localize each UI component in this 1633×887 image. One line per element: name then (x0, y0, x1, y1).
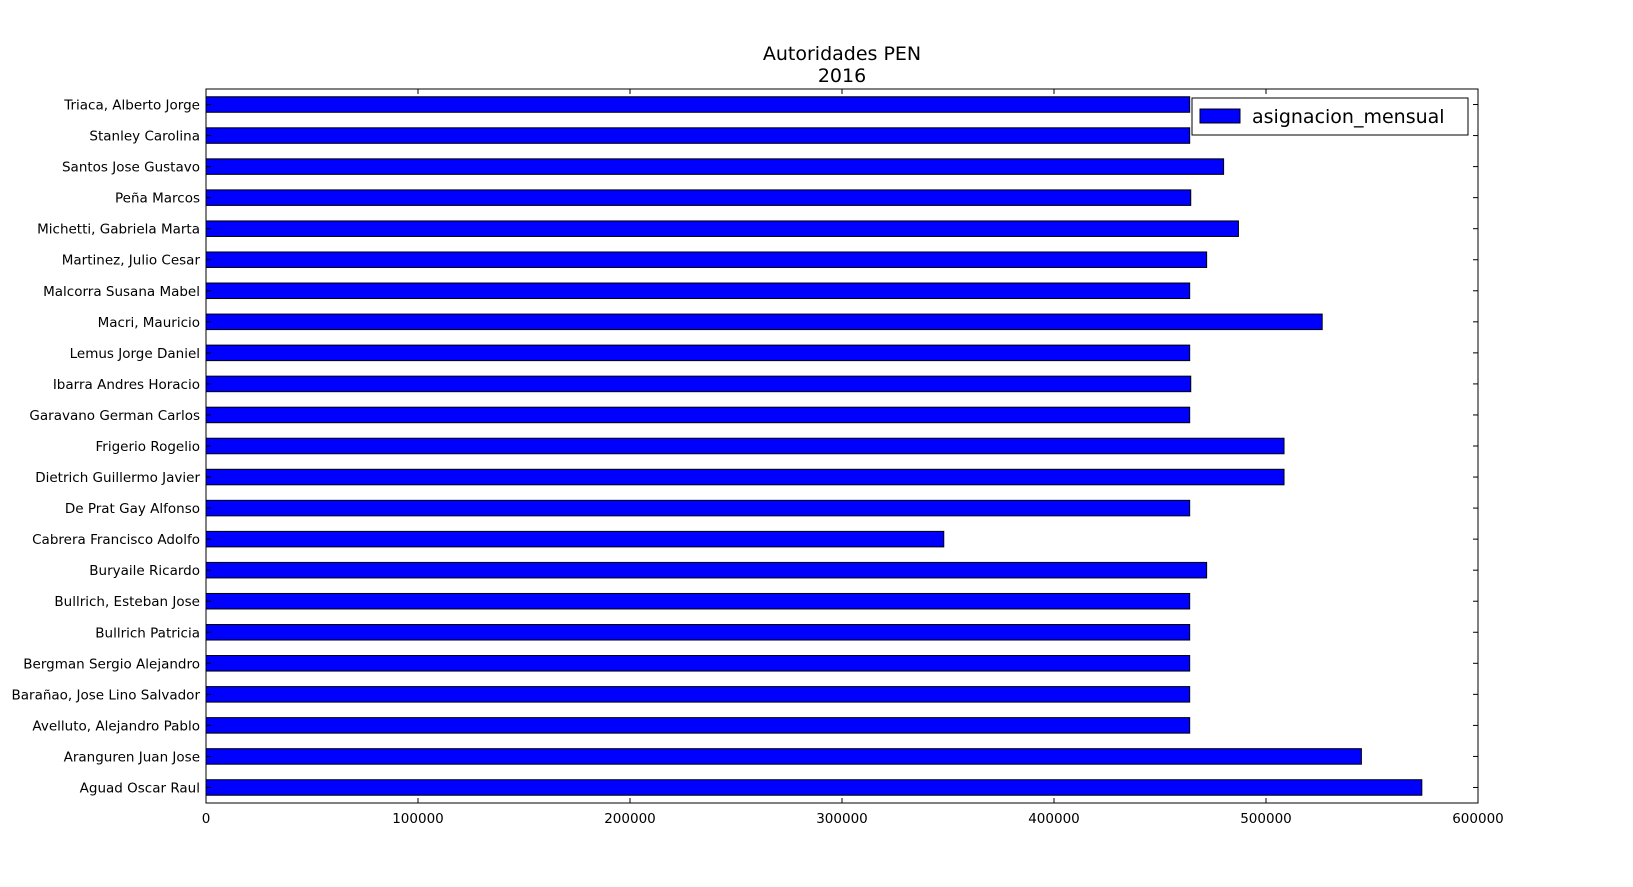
ticks-group: 0 100000 200000 300000 400000 500000 600000 (202, 89, 1504, 827)
category-labels-group: Triaca, Alberto Jorge Stanley Carolina San… (11, 98, 200, 797)
bar (205, 530, 945, 548)
category-label: Garavano German Carlos (29, 408, 200, 424)
category-label: Buryaile Ricardo (89, 563, 200, 579)
bar (205, 748, 1362, 765)
legend-swatch (1199, 108, 1241, 124)
plot-frame (205, 88, 1479, 804)
legend-label: asignacion_mensual (1252, 106, 1445, 128)
bar (205, 189, 1192, 206)
category-label: Stanley Carolina (89, 129, 200, 145)
chart-subtitle: 2016 (818, 65, 866, 87)
category-label: Dietrich Guillermo Javier (35, 470, 200, 486)
bars-group (205, 96, 1423, 796)
bar (205, 437, 1285, 455)
category-label: Martinez, Julio Cesar (62, 253, 201, 269)
bar (205, 220, 1239, 237)
category-label: De Prat Gay Alfonso (65, 501, 200, 517)
x-tick-label: 600000 (1452, 811, 1504, 827)
category-label: Avelluto, Alejandro Pablo (32, 718, 200, 734)
x-tick-label: 100000 (392, 811, 444, 827)
bar (205, 624, 1191, 641)
category-label: Bullrich, Esteban Jose (54, 594, 200, 610)
category-label: Ibarra Andres Horacio (53, 377, 200, 393)
bar (205, 592, 1191, 610)
bar (205, 282, 1191, 300)
chart-title: Autoridades PEN (763, 43, 921, 65)
category-label: Macri, Mauricio (98, 315, 200, 331)
x-tick-label: 0 (202, 811, 211, 827)
bar (205, 406, 1191, 424)
category-label: Barañao, Jose Lino Salvador (11, 687, 200, 703)
bar (205, 344, 1191, 362)
bar (205, 655, 1191, 672)
category-label: Triaca, Alberto Jorge (63, 98, 200, 114)
category-label: Michetti, Gabriela Marta (37, 222, 200, 238)
bar (205, 251, 1208, 268)
category-label: Malcorra Susana Mabel (43, 284, 200, 300)
x-tick-label: 500000 (1240, 811, 1292, 827)
category-label: Peña Marcos (115, 191, 200, 207)
bar (205, 127, 1191, 144)
bar (205, 158, 1225, 175)
bar (205, 375, 1192, 393)
bar (205, 313, 1323, 331)
bar (205, 686, 1191, 703)
category-label: Bergman Sergio Alejandro (23, 656, 200, 672)
bar (205, 561, 1208, 579)
category-label: Bullrich Patricia (95, 625, 200, 641)
bar (205, 468, 1285, 486)
bar (205, 96, 1191, 113)
category-label: Lemus Jorge Daniel (70, 346, 200, 362)
legend: asignacion_mensual (1191, 97, 1469, 136)
category-label: Cabrera Francisco Adolfo (32, 532, 200, 548)
bar (205, 499, 1191, 517)
x-tick-label: 300000 (816, 811, 868, 827)
category-label: Santos Jose Gustavo (62, 160, 200, 176)
x-tick-label: 400000 (1028, 811, 1080, 827)
x-tick-label: 200000 (604, 811, 656, 827)
category-label: Aguad Oscar Raul (80, 780, 200, 796)
category-label: Frigerio Rogelio (96, 439, 200, 455)
bar (205, 779, 1423, 796)
category-label: Aranguren Juan Jose (64, 749, 200, 765)
bar (205, 717, 1191, 734)
